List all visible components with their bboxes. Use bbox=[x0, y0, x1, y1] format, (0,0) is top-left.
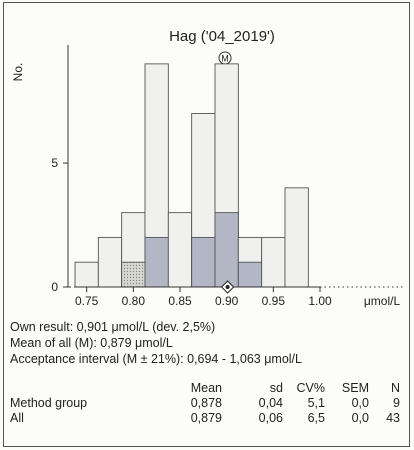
own-result-text: Own result: 0,901 μmol/L (dev. 2,5%) bbox=[10, 320, 216, 334]
x-axis-unit: μmol/L bbox=[364, 294, 401, 308]
x-tick-label: 0.85 bbox=[168, 294, 192, 308]
bar-all bbox=[97, 236, 123, 288]
cell-mean: 0,879 bbox=[190, 411, 222, 425]
bar-method-group bbox=[237, 261, 263, 288]
row-label: Method group bbox=[10, 396, 88, 410]
own-result-marker-dot bbox=[225, 285, 230, 289]
cell-cv: 5,1 bbox=[307, 396, 325, 410]
bar-all bbox=[74, 261, 99, 288]
cell-n: 43 bbox=[386, 411, 400, 425]
x-tick-label: 0.95 bbox=[262, 294, 286, 308]
header-n: N bbox=[390, 381, 400, 395]
header-cv: CV% bbox=[296, 381, 325, 395]
y-tick-label: 5 bbox=[51, 156, 58, 170]
mean-of-all-text: Mean of all (M): 0,879 μmol/L bbox=[10, 336, 173, 350]
histogram-chart: Hag ('04_2019') M No. 0 5 0.75 0.80 0.85 0.90 0.9… bbox=[11, 28, 404, 308]
bar-method-group bbox=[144, 236, 169, 288]
x-tick-label: 0.80 bbox=[122, 294, 146, 308]
bar-method-group bbox=[121, 261, 146, 288]
mean-marker-label: M bbox=[221, 54, 229, 64]
bar-all bbox=[284, 187, 309, 288]
y-axis-label: No. bbox=[11, 63, 25, 82]
header-sem: SEM bbox=[341, 381, 369, 395]
row-label: All bbox=[10, 411, 24, 425]
cell-sd: 0,04 bbox=[258, 396, 283, 410]
cell-cv: 6,5 bbox=[307, 411, 325, 425]
bar-method-group bbox=[214, 212, 239, 288]
acceptance-interval-text: Acceptance interval (M ± 21%): 0,694 - 1… bbox=[10, 352, 302, 366]
cell-sem: 0,0 bbox=[351, 396, 369, 410]
bar-all bbox=[167, 212, 193, 288]
chart-title: Hag ('04_2019') bbox=[169, 28, 275, 45]
y-tick-label: 0 bbox=[51, 280, 58, 294]
cell-sem: 0,0 bbox=[351, 411, 369, 425]
cell-n: 9 bbox=[393, 396, 400, 410]
cell-mean: 0,878 bbox=[190, 396, 222, 410]
bar-all bbox=[261, 236, 286, 288]
header-mean: Mean bbox=[190, 381, 222, 395]
x-tick-label: 1.00 bbox=[308, 294, 332, 308]
x-tick-label: 0.75 bbox=[75, 294, 99, 308]
cell-sd: 0,06 bbox=[258, 411, 283, 425]
result-info: Own result: 0,901 μmol/L (dev. 2,5%) Mea… bbox=[10, 319, 302, 367]
bar-method-group bbox=[191, 236, 216, 288]
x-tick-label: 0.90 bbox=[215, 294, 239, 308]
header-sd: sd bbox=[269, 381, 283, 395]
